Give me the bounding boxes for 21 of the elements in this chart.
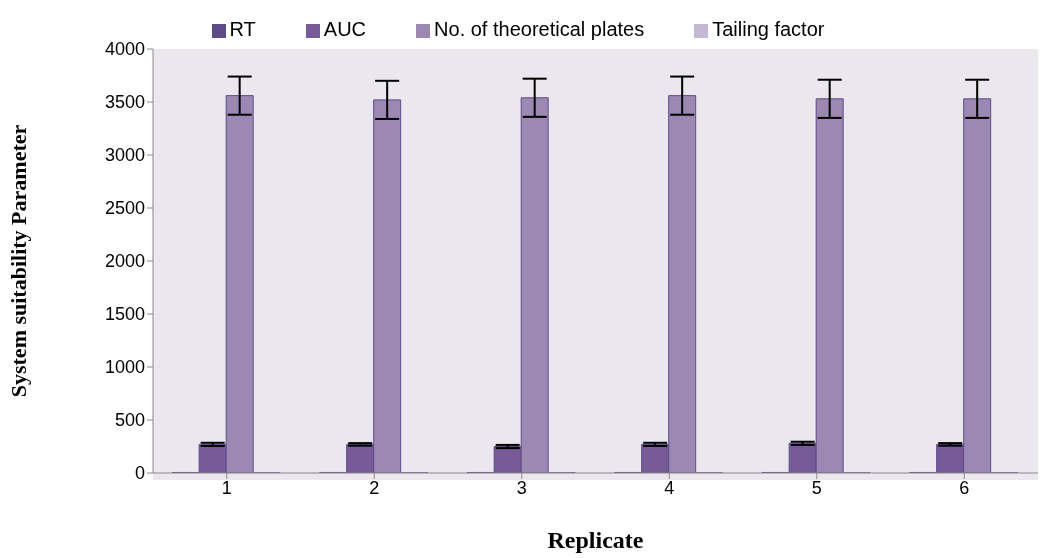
y-tick-label: 0 <box>134 463 145 484</box>
y-tick-label: 1000 <box>104 357 145 378</box>
legend-label: Tailing factor <box>712 18 825 40</box>
x-tick-label: 1 <box>221 477 232 498</box>
y-tick-label: 2000 <box>104 251 145 272</box>
x-axis-title: Replicate <box>547 527 644 553</box>
x-tick-label: 3 <box>516 477 527 498</box>
x-tick-label: 4 <box>664 477 675 498</box>
y-tick-label: 500 <box>114 410 145 431</box>
y-tick-label: 4000 <box>104 39 145 60</box>
y-tick-label: 3500 <box>104 92 145 113</box>
y-tick-label: 2500 <box>104 198 145 219</box>
y-axis-title: System suitability Parameter <box>5 124 31 398</box>
x-tick-label: 6 <box>959 477 970 498</box>
y-tick-label: 3000 <box>104 145 145 166</box>
y-tick-label: 1500 <box>104 304 145 325</box>
x-tick-label: 2 <box>369 477 380 498</box>
x-tick-label: 5 <box>811 477 822 498</box>
legend-label: RT <box>229 18 256 40</box>
legend-label: AUC <box>323 18 367 40</box>
legend-label: No. of theoretical plates <box>434 18 645 40</box>
